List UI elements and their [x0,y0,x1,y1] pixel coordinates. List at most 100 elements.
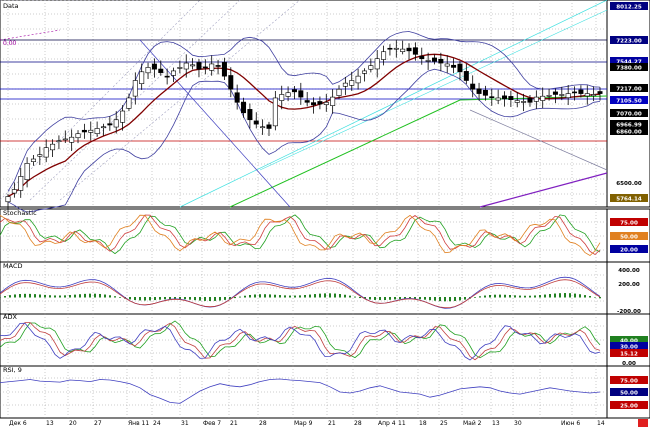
candle-body [559,94,565,96]
macd-histogram-bar [429,297,431,301]
macd-histogram-bar [4,296,6,298]
adx-line [0,322,601,361]
panel-title-stochastic: Stochastic [3,209,37,217]
macd-histogram-bar [24,293,26,298]
macd-histogram-bar [274,294,276,298]
trend-line [229,99,461,208]
candle-body [482,89,488,96]
macd-histogram-bar [259,294,261,298]
macd-histogram-bar [594,296,596,298]
x-tick-label: 21 [230,420,238,427]
macd-histogram-bar [249,294,251,298]
candle-body [552,91,558,95]
macd-histogram-bar [569,293,571,298]
candle-body [393,47,399,50]
price-label-bg [610,36,648,44]
candle-body [100,126,106,129]
candle-body [578,89,584,94]
candle-body [304,100,310,103]
candle-body [508,96,514,101]
macd-histogram-bar [454,297,456,301]
x-tick-label: 11 [398,420,406,427]
candle-body [209,63,215,71]
candle-body [253,120,259,125]
macd-histogram-bar [104,294,106,298]
macd-histogram-bar [459,297,461,301]
price-label-bg [610,120,648,128]
macd-histogram-bar [94,293,96,298]
panel-title-macd: MACD [3,262,22,270]
trend-line [479,172,608,208]
candle-body [202,66,208,69]
macd-histogram-bar [69,295,71,298]
macd-histogram-bar [254,294,256,298]
rsi-level: 75.00 [620,379,638,385]
candle-body [591,94,597,97]
candle-body [444,63,450,67]
candle-body [24,163,30,180]
x-tick-label: 27 [94,420,102,427]
macd-histogram-bar [39,294,41,298]
panel-title-data: Data [3,2,19,10]
rsi-level: 50.00 [620,391,638,397]
macd-histogram-bar [464,297,466,300]
candle-body [272,97,278,127]
macd-histogram-bar [49,295,51,298]
macd-histogram-bar [549,294,551,298]
candle-body [221,62,227,77]
macd-histogram-bar [0,297,1,298]
trend-line [259,9,608,171]
candle-body [527,97,533,103]
stochastic-line [0,214,601,255]
macd-histogram-bar [324,293,326,298]
candle-body [285,92,291,97]
candle-body [56,140,62,143]
macd-histogram-bar [139,297,141,301]
candle-body [151,63,157,70]
macd-histogram-bar [154,297,156,301]
macd-signal-line [0,279,601,309]
candle-body [495,97,501,101]
macd-histogram-bar [99,293,101,298]
trend-line [469,109,608,171]
x-tick-label: 25 [440,420,448,427]
candle-body [412,47,418,55]
candle-body [438,58,444,64]
candle-body [158,68,164,73]
x-axis: Дек 6 13 20 27 Янв 11 24 31 Фев 7 21 28 Мар 9 21 28 А… [9,419,648,427]
x-tick-label: 21 [328,420,336,427]
candle-body [75,133,81,139]
x-tick-label: Апр 4 [378,420,396,427]
macd-histogram-bar [344,294,346,298]
stochastic-level-bg [610,232,648,240]
macd-histogram-bar [149,297,151,301]
x-tick-label: 30 [514,420,522,427]
candle-body [62,138,68,141]
macd-histogram-bar [529,295,531,298]
candle-body [533,96,539,102]
macd-histogram-bar [19,294,21,298]
price-label-bg [610,84,648,92]
macd-histogram-bar [409,297,411,299]
rsi-line [0,378,601,404]
candle-body [298,90,304,98]
rsi-level-bg [610,401,648,409]
macd-histogram-bar [484,295,486,298]
macd-histogram-bar [204,297,206,301]
candle-body [50,143,56,151]
candle-body [584,93,590,97]
macd-histogram-bar [384,297,386,301]
macd-histogram-bar [309,294,311,298]
adx-level: 0.00 [622,361,636,367]
candle-body [374,58,380,70]
macd-histogram-bar [359,297,361,299]
macd-histogram-bar [554,293,556,298]
macd-histogram-bar [214,297,216,301]
x-tick-label: Май 2 [463,420,482,427]
price-label-bg [610,96,648,104]
candle-body [368,65,374,70]
macd-histogram-bar [439,297,441,302]
last-value-label: 8012.25 [616,5,642,11]
candle-body [132,80,138,97]
